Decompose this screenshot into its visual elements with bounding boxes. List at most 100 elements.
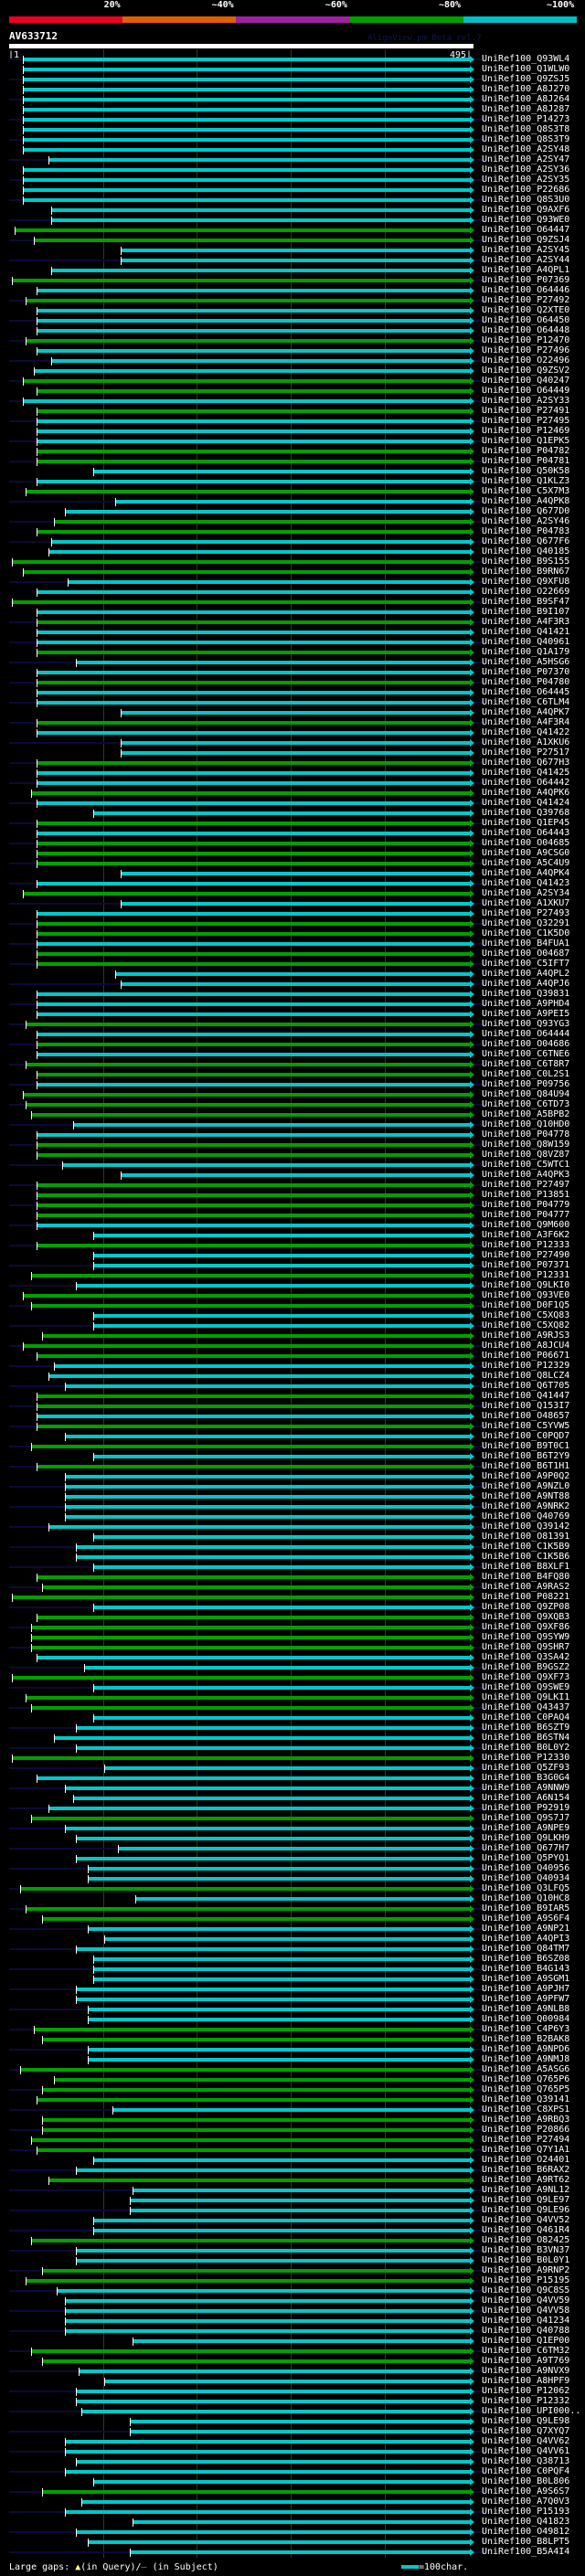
- alignment-bar[interactable]: [37, 1214, 470, 1217]
- alignment-bar[interactable]: [37, 289, 470, 292]
- subject-link[interactable]: UniRef100_O04685: [482, 838, 570, 848]
- alignment-bar[interactable]: [121, 259, 470, 262]
- alignment-bar[interactable]: [23, 188, 470, 192]
- alignment-bar[interactable]: [37, 922, 470, 926]
- alignment-bar[interactable]: [31, 1113, 470, 1117]
- alignment-bar[interactable]: [20, 1887, 470, 1891]
- subject-link[interactable]: UniRef100_A9NRK2: [482, 1501, 570, 1511]
- alignment-bar[interactable]: [76, 1998, 470, 2001]
- subject-link[interactable]: UniRef100_O04687: [482, 949, 570, 959]
- alignment-bar[interactable]: [76, 2390, 470, 2393]
- alignment-bar[interactable]: [37, 2098, 470, 2102]
- alignment-bar[interactable]: [65, 1475, 470, 1479]
- alignment-bar[interactable]: [76, 2259, 470, 2263]
- alignment-bar[interactable]: [37, 932, 470, 936]
- subject-link[interactable]: UniRef100_O64442: [482, 778, 570, 788]
- alignment-bar[interactable]: [65, 2319, 470, 2323]
- alignment-bar[interactable]: [93, 2158, 470, 2162]
- alignment-bar[interactable]: [51, 540, 470, 544]
- alignment-bar[interactable]: [37, 1394, 470, 1398]
- subject-link[interactable]: UniRef100_Q153I7: [482, 1401, 570, 1411]
- subject-link[interactable]: UniRef100_Q2XTE0: [482, 305, 570, 315]
- alignment-bar[interactable]: [65, 1786, 470, 1790]
- subject-link[interactable]: UniRef100_A9RAS2: [482, 1582, 570, 1592]
- subject-link[interactable]: UniRef100_Q9AXF6: [482, 205, 570, 215]
- subject-link[interactable]: UniRef100_O64450: [482, 315, 570, 325]
- alignment-bar[interactable]: [65, 2329, 470, 2333]
- alignment-bar[interactable]: [65, 1515, 470, 1519]
- subject-link[interactable]: UniRef100_P12062: [482, 2386, 570, 2396]
- alignment-bar[interactable]: [93, 1967, 470, 1971]
- subject-link[interactable]: UniRef100_Q93WL4: [482, 54, 570, 64]
- subject-link[interactable]: UniRef100_A6N154: [482, 1793, 570, 1803]
- subject-link[interactable]: UniRef100_B3VN37: [482, 2245, 570, 2255]
- subject-link[interactable]: UniRef100_Q9LKH9: [482, 1833, 570, 1843]
- subject-link[interactable]: UniRef100_A9RBQ3: [482, 2115, 570, 2125]
- alignment-bar[interactable]: [84, 1666, 470, 1670]
- alignment-bar[interactable]: [23, 892, 470, 896]
- subject-link[interactable]: UniRef100_B4FUA1: [482, 938, 570, 949]
- subject-link[interactable]: UniRef100_P07370: [482, 667, 570, 677]
- subject-link[interactable]: UniRef100_Q39831: [482, 989, 570, 999]
- subject-link[interactable]: UniRef100_B5A4I4: [482, 2547, 570, 2557]
- subject-link[interactable]: UniRef100_Q3LFQ5: [482, 1883, 570, 1893]
- subject-link[interactable]: UniRef100_B6T2Y9: [482, 1451, 570, 1461]
- subject-link[interactable]: UniRef100_Q9SYW9: [482, 1632, 570, 1642]
- alignment-bar[interactable]: [37, 460, 470, 463]
- subject-link[interactable]: UniRef100_C0PQD7: [482, 1431, 570, 1441]
- alignment-bar[interactable]: [93, 1535, 470, 1539]
- subject-link[interactable]: UniRef100_A9PHD4: [482, 999, 570, 1009]
- alignment-bar[interactable]: [57, 2289, 470, 2293]
- subject-link[interactable]: UniRef100_O64448: [482, 325, 570, 335]
- subject-link[interactable]: UniRef100_Q7Y1A1: [482, 2145, 570, 2155]
- alignment-bar[interactable]: [37, 1224, 470, 1227]
- alignment-bar[interactable]: [76, 2400, 470, 2403]
- alignment-bar[interactable]: [31, 791, 470, 795]
- alignment-bar[interactable]: [23, 399, 470, 403]
- alignment-bar[interactable]: [37, 429, 470, 433]
- subject-link[interactable]: UniRef100_A2SY48: [482, 144, 570, 154]
- subject-link[interactable]: UniRef100_Q5ZF93: [482, 1763, 570, 1773]
- alignment-bar[interactable]: [121, 741, 470, 745]
- alignment-bar[interactable]: [37, 1465, 470, 1468]
- alignment-bar[interactable]: [51, 359, 470, 363]
- alignment-bar[interactable]: [37, 1073, 470, 1076]
- subject-link[interactable]: UniRef100_A2SY34: [482, 888, 570, 898]
- subject-link[interactable]: UniRef100_A9RJS3: [482, 1330, 570, 1341]
- subject-link[interactable]: UniRef100_Q41823: [482, 2517, 570, 2527]
- alignment-bar[interactable]: [37, 1575, 470, 1579]
- alignment-bar[interactable]: [88, 2008, 470, 2011]
- alignment-bar[interactable]: [121, 711, 470, 715]
- subject-link[interactable]: UniRef100_A4QPL2: [482, 969, 570, 979]
- alignment-bar[interactable]: [93, 2219, 470, 2222]
- subject-link[interactable]: UniRef100_Q50K58: [482, 466, 570, 476]
- alignment-bar[interactable]: [37, 701, 470, 705]
- alignment-bar[interactable]: [37, 1033, 470, 1036]
- alignment-bar[interactable]: [37, 852, 470, 855]
- alignment-bar[interactable]: [48, 550, 470, 554]
- subject-link[interactable]: UniRef100_A9T769: [482, 2356, 570, 2366]
- subject-link[interactable]: UniRef100_P13851: [482, 1190, 570, 1200]
- subject-link[interactable]: UniRef100_UPI000..: [482, 2406, 581, 2416]
- alignment-bar[interactable]: [26, 1023, 470, 1026]
- subject-link[interactable]: UniRef100_O04686: [482, 1039, 570, 1049]
- subject-link[interactable]: UniRef100_O82425: [482, 2235, 570, 2245]
- alignment-bar[interactable]: [93, 1234, 470, 1237]
- alignment-bar[interactable]: [37, 862, 470, 865]
- subject-link[interactable]: UniRef100_Q677H7: [482, 1843, 570, 1853]
- alignment-bar[interactable]: [31, 1636, 470, 1639]
- subject-link[interactable]: UniRef100_Q9ZP08: [482, 1602, 570, 1612]
- subject-link[interactable]: UniRef100_Q9LE98: [482, 2416, 570, 2426]
- alignment-bar[interactable]: [26, 1063, 470, 1066]
- alignment-bar[interactable]: [51, 269, 470, 272]
- alignment-bar[interactable]: [37, 912, 470, 916]
- subject-link[interactable]: UniRef100_B0L0Y1: [482, 2255, 570, 2265]
- alignment-bar[interactable]: [37, 2148, 470, 2152]
- alignment-bar[interactable]: [76, 2168, 470, 2172]
- alignment-bar[interactable]: [93, 2229, 470, 2232]
- subject-link[interactable]: UniRef100_C5XQ83: [482, 1310, 570, 1320]
- alignment-bar[interactable]: [37, 1776, 470, 1780]
- alignment-bar[interactable]: [15, 228, 470, 232]
- subject-link[interactable]: UniRef100_P15193: [482, 2507, 570, 2517]
- subject-link[interactable]: UniRef100_B9SF47: [482, 597, 570, 607]
